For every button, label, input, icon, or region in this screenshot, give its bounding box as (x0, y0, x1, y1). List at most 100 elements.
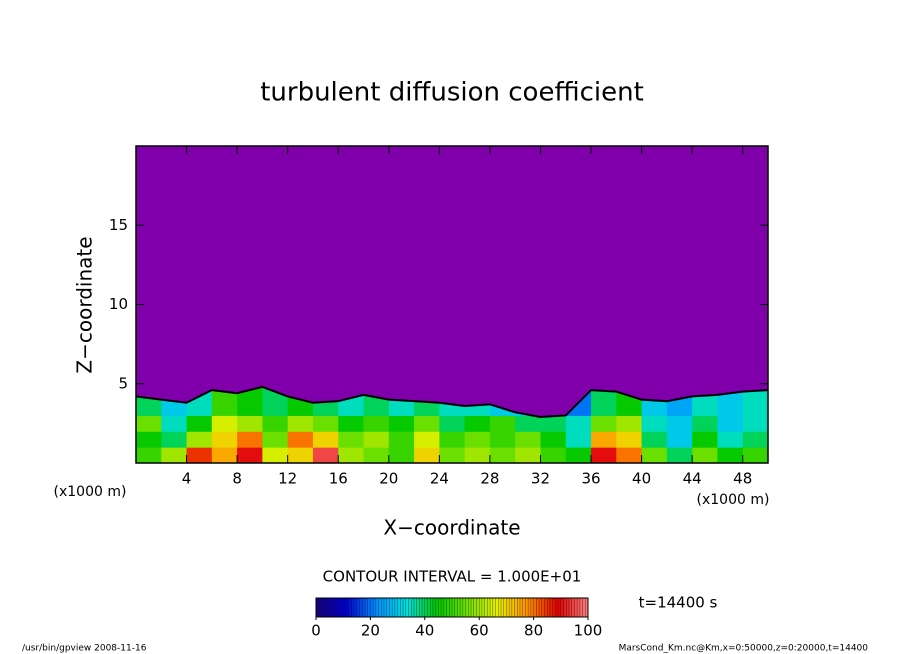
field-cell (616, 431, 643, 448)
field-cell (363, 431, 390, 448)
colorbar-stripe (386, 598, 390, 617)
x-tick-label: 32 (531, 470, 550, 488)
colorbar-stripe (405, 598, 409, 617)
field-cell (388, 415, 415, 432)
colorbar-stripe (392, 598, 396, 617)
colorbar-stripe (568, 598, 572, 617)
field-cell (237, 415, 263, 432)
colorbar-stripe (403, 598, 407, 617)
colorbar-stripe (509, 598, 513, 617)
colorbar-stripe (577, 598, 581, 617)
colorbar-stripe (473, 598, 477, 617)
colorbar-tick-label: 0 (311, 622, 321, 640)
x-tick-label: 4 (182, 470, 192, 488)
field-cell (742, 447, 768, 463)
field-cell (565, 431, 592, 448)
colorbar-stripe (539, 598, 543, 617)
x-tick-label: 8 (232, 470, 242, 488)
field-cell (262, 415, 289, 432)
colorbar-stripe (571, 598, 575, 617)
chart-title: turbulent diffusion coefficient (260, 78, 644, 108)
field-cell (161, 447, 188, 463)
colorbar-stripe (324, 598, 328, 617)
field-cell (717, 447, 744, 463)
colorbar-stripe (335, 598, 339, 617)
field-cell (540, 431, 567, 448)
colorbar-stripe (462, 598, 466, 617)
layer-top (135, 385, 769, 419)
colorbar-stripe (316, 598, 320, 617)
colorbar-tick-label: 60 (470, 622, 489, 640)
field-cell (742, 415, 768, 432)
colorbar-stripe (558, 598, 562, 617)
colorbar-stripe (511, 598, 515, 617)
field-cell (591, 415, 617, 432)
colorbar-tick-label: 20 (361, 622, 380, 640)
colorbar-stripe (547, 598, 551, 617)
colorbar-stripe (468, 598, 472, 617)
colorbar-stripe (566, 598, 570, 617)
field-cell (666, 415, 693, 432)
field-cell (692, 415, 718, 432)
colorbar-stripe (517, 598, 521, 617)
colorbar-stripe (449, 598, 453, 617)
field-cell (414, 447, 440, 463)
field-cell (489, 431, 516, 448)
x-tick-label: 36 (581, 470, 600, 488)
colorbar-stripe (318, 598, 322, 617)
colorbar-stripe (498, 598, 502, 617)
field-cell (515, 415, 541, 432)
colorbar-stripe (367, 598, 371, 617)
field-cell (338, 431, 365, 448)
field-cell (489, 415, 516, 432)
field-cell (161, 415, 188, 432)
y-unit: (x1000 m) (54, 484, 127, 500)
field-cell (287, 431, 314, 448)
colorbar-stripe (394, 598, 398, 617)
colorbar-stripe (465, 598, 469, 617)
y-tick-label: 10 (109, 295, 128, 313)
field-cell (312, 415, 339, 432)
colorbar-stripe (533, 598, 537, 617)
x-tick-label: 44 (683, 470, 702, 488)
colorbar-stripe (585, 598, 589, 617)
colorbar-stripe (381, 598, 385, 617)
field-cell (338, 447, 365, 463)
colorbar-stripe (452, 598, 456, 617)
field-cell (439, 415, 466, 432)
colorbar-stripe (460, 598, 464, 617)
colorbar-stripe (536, 598, 540, 617)
colorbar-stripe (492, 598, 496, 617)
field-cell (692, 447, 718, 463)
colorbar-stripe (422, 598, 426, 617)
colorbar-stripe (378, 598, 382, 617)
colorbar-stripe (563, 598, 567, 617)
colorbar-stripe (413, 598, 417, 617)
colorbar-stripe (416, 598, 420, 617)
colorbar-stripe (337, 598, 341, 617)
field-cell (464, 447, 491, 463)
colorbar-stripe (354, 598, 358, 617)
y-tick-label: 5 (118, 374, 128, 392)
colorbar-stripe (484, 598, 488, 617)
colorbar-stripe (490, 598, 494, 617)
colorbar-stripe (356, 598, 360, 617)
colorbar-stripe (435, 598, 439, 617)
colorbar-stripe (528, 598, 532, 617)
x-tick-label: 40 (632, 470, 651, 488)
field-cell (641, 431, 668, 448)
footer-left: /usr/bin/gpview 2008-11-16 (22, 644, 147, 654)
field-cell (287, 415, 314, 432)
field-cell (464, 431, 491, 448)
field-cell (540, 447, 567, 463)
colorbar-stripe (397, 598, 401, 617)
field-cell (414, 431, 440, 448)
colorbar-stripe (476, 598, 480, 617)
colorbar-stripe (522, 598, 526, 617)
field-cell (237, 447, 263, 463)
colorbar-stripe (373, 598, 377, 617)
x-unit: (x1000 m) (697, 492, 770, 508)
colorbar-stripe (419, 598, 423, 617)
field-cell (136, 415, 162, 432)
colorbar-stripe (348, 598, 352, 617)
